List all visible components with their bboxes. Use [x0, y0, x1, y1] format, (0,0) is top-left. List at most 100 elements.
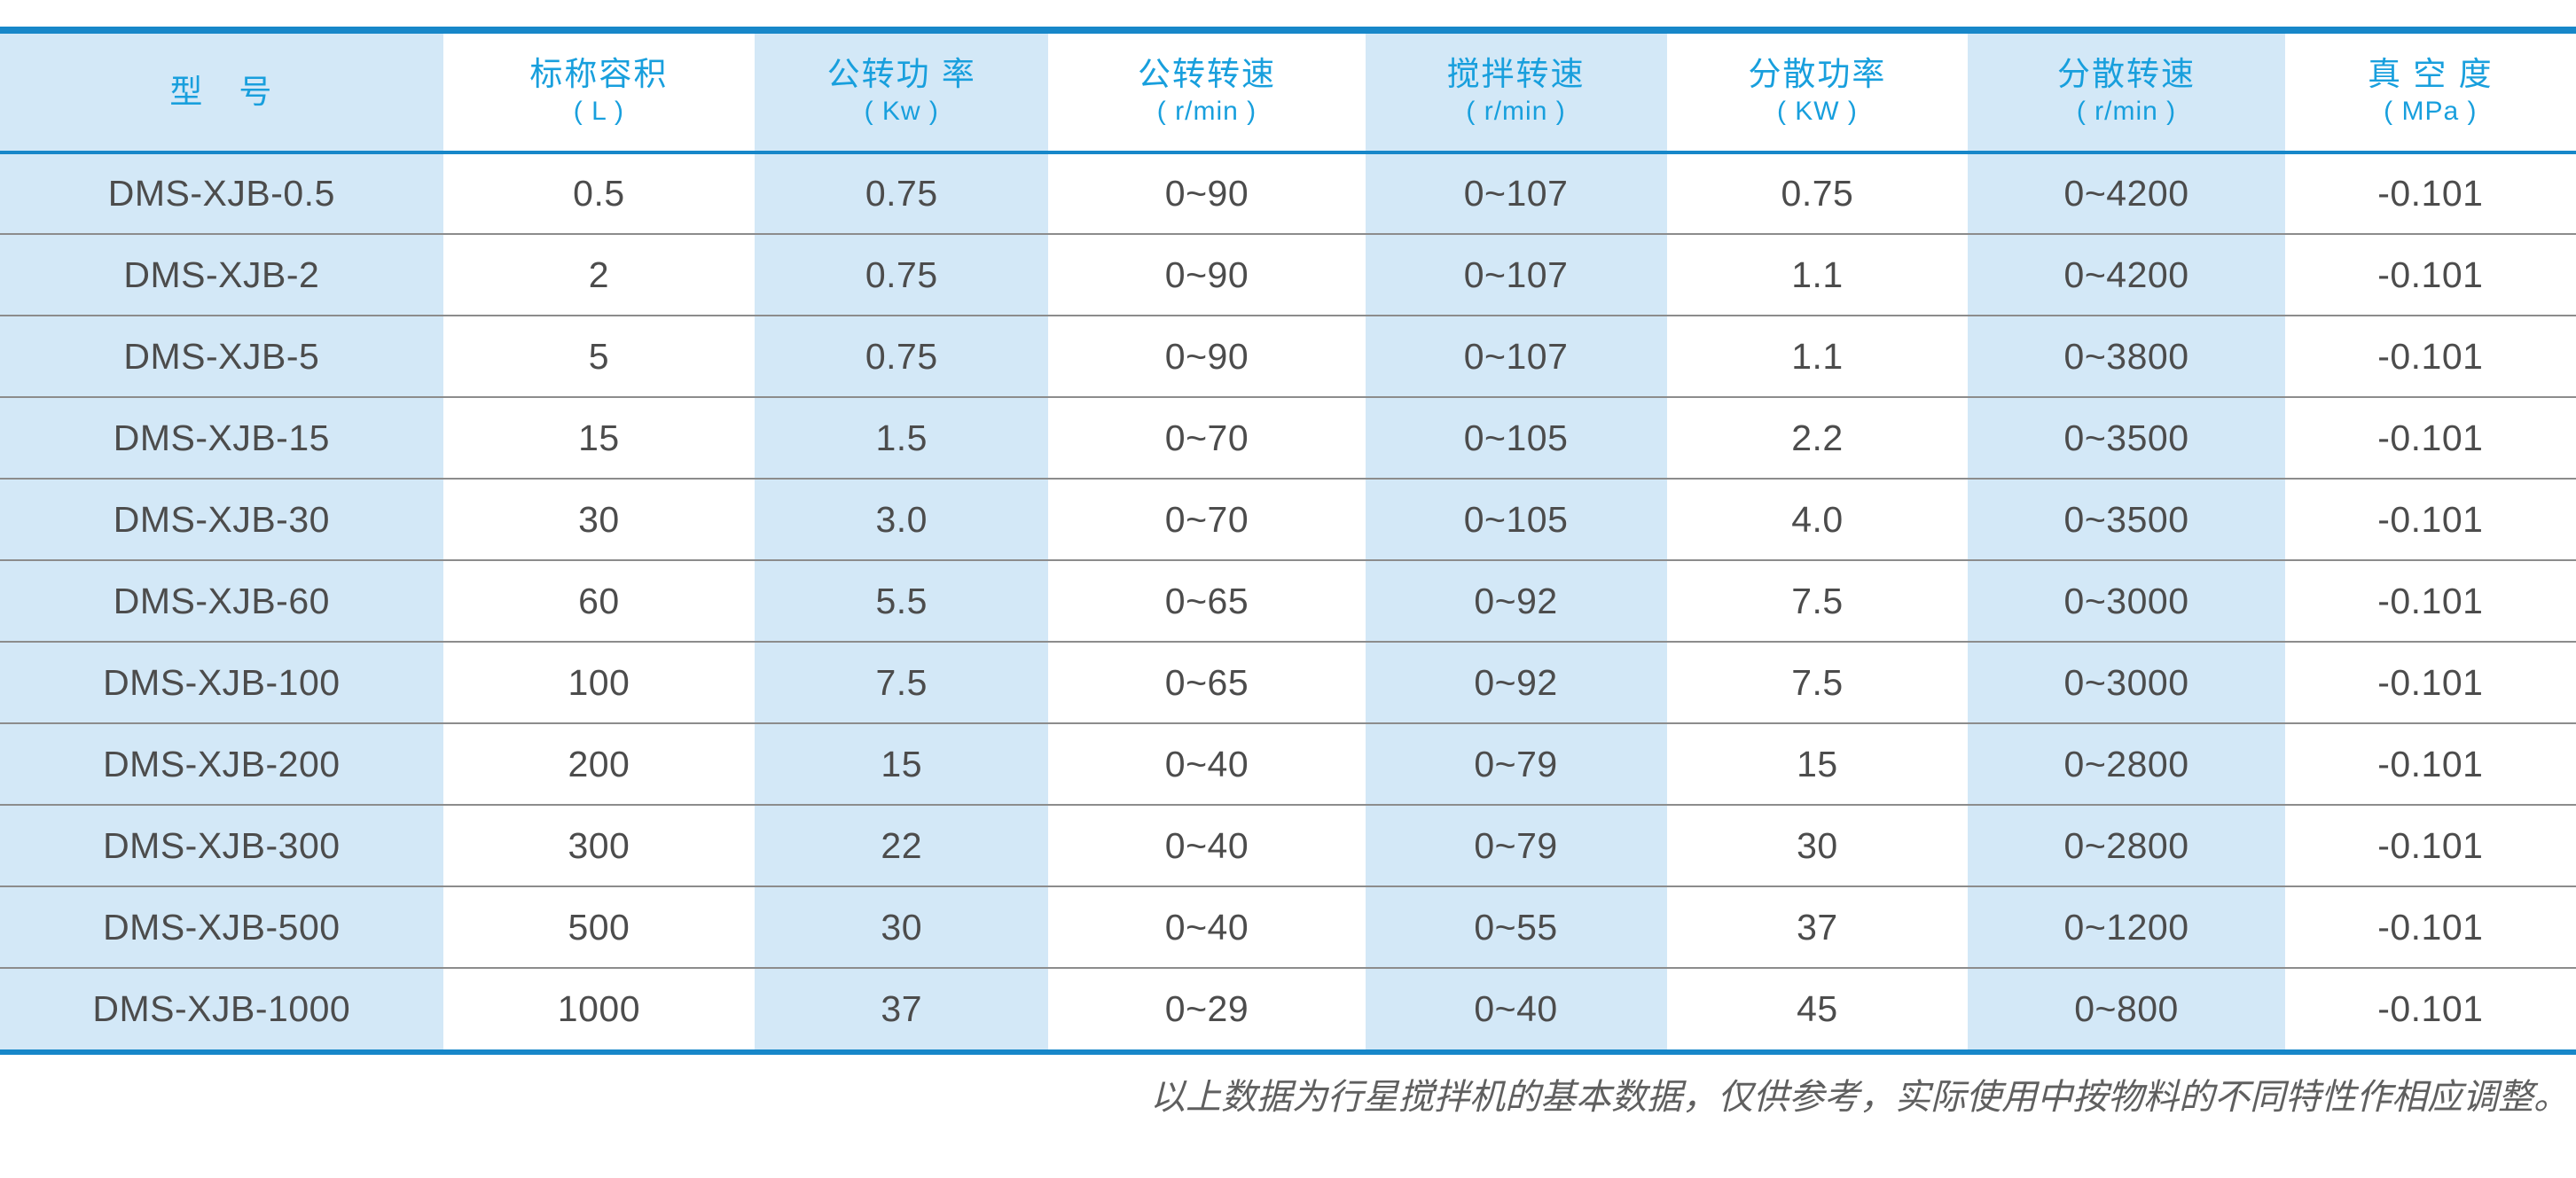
value-cell: 7.5 [1666, 560, 1969, 643]
value-cell: 0.75 [755, 152, 1049, 235]
value-cell: 0~55 [1365, 886, 1667, 969]
value-cell: -0.101 [2284, 886, 2576, 969]
table-header: 型 号标称容积( L ) 公转功 率( Kw ) 公转转速( r/min ) 搅拌转速… [0, 34, 2576, 154]
column-title: 标称容积 [529, 56, 669, 92]
value-cell: 0~107 [1365, 316, 1667, 398]
column-unit: ( MPa ) [2384, 97, 2478, 126]
table-row: DMS-XJB-200 200 15 0~40 0~79 15 0~2800 -0.101 [0, 723, 2576, 806]
model-cell: DMS-XJB-1000 [92, 988, 351, 1029]
value-cell: -0.101 [2284, 479, 2576, 561]
value-cell: 3.0 [755, 479, 1049, 561]
model-cell: DMS-XJB-0.5 [0, 152, 443, 235]
value-cell: 0~4200 [1968, 234, 2285, 316]
value-cell: 0.75 [755, 316, 1049, 398]
value-cell: 45 [1797, 988, 1838, 1029]
value-cell: 5 [442, 316, 756, 398]
column-header-0: 型 号 [0, 34, 443, 154]
value-cell: 0~800 [2074, 988, 2179, 1029]
value-cell: 0~90 [1048, 316, 1366, 398]
value-cell: 60 [442, 560, 756, 643]
value-cell: 0~2800 [1968, 805, 2285, 887]
value-cell: 30 [442, 479, 756, 561]
value-cell: -0.101 [2284, 397, 2576, 480]
value-cell: 0~90 [1048, 234, 1366, 316]
value-cell: 0~92 [1365, 642, 1667, 724]
model-cell: DMS-XJB-60 [0, 560, 443, 643]
column-header-7: 真 空 度 ( MPa ) [2284, 34, 2576, 154]
value-cell: 200 [442, 723, 756, 806]
model-cell: DMS-XJB-300 [0, 805, 443, 887]
column-unit: ( Kw ) [864, 97, 939, 126]
table-row: DMS-XJB-300 300 22 0~40 0~79 30 0~2800 -0.101 [0, 805, 2576, 887]
value-cell: 0~3500 [1968, 479, 2285, 561]
value-cell: 0~107 [1365, 152, 1667, 235]
value-cell: 0~70 [1048, 397, 1366, 480]
value-cell: 0~105 [1365, 397, 1667, 480]
column-title: 公转转速 [1137, 56, 1276, 92]
model-cell: DMS-XJB-15 [0, 397, 443, 480]
column-header-6: 分散转速 ( r/min ) [1968, 34, 2285, 154]
value-cell: 1.1 [1666, 316, 1969, 398]
column-header-4: 搅拌转速 ( r/min ) [1365, 34, 1667, 154]
table-row: DMS-XJB-60 60 5.5 0~65 0~92 7.5 0~3000 -0.101 [0, 560, 2576, 643]
column-unit: ( r/min ) [2076, 97, 2177, 126]
value-cell: 0~105 [1365, 479, 1667, 561]
value-cell: 22 [755, 805, 1049, 887]
table-row: DMS-XJB-500 500 30 0~40 0~55 37 0~1200 -0.101 [0, 886, 2576, 969]
model-cell: DMS-XJB-30 [0, 479, 443, 561]
value-cell: 4.0 [1666, 479, 1969, 561]
value-cell: -0.101 [2284, 316, 2576, 398]
value-cell: 37 [1666, 886, 1969, 969]
column-unit: ( L ) [573, 97, 625, 126]
value-cell: 0~3800 [1968, 316, 2285, 398]
model-cell: DMS-XJB-500 [0, 886, 443, 969]
column-header-2: 公转功 率 ( Kw ) [755, 34, 1049, 154]
value-cell: 300 [442, 805, 756, 887]
column-title: 公转功 率 [826, 56, 976, 92]
column-unit: ( r/min ) [1466, 97, 1566, 126]
value-cell: 2.2 [1666, 397, 1969, 480]
value-cell: 0.75 [1666, 152, 1969, 235]
spec-table-wrapper: 型 号标称容积( L ) 公转功 率( Kw ) 公转转速( r/min ) 搅拌转速… [0, 27, 2576, 1055]
value-cell: 0.5 [442, 152, 756, 235]
value-cell: 0~107 [1365, 234, 1667, 316]
table-row: DMS-XJB-2 2 0.75 0~90 0~107 1.1 0~4200 -0.101 [0, 234, 2576, 316]
table-row: DMS-XJB-15 15 1.5 0~70 0~105 2.2 0~3500 -0.101 [0, 397, 2576, 480]
value-cell: 0~2800 [1968, 723, 2285, 806]
value-cell: 5.5 [755, 560, 1049, 643]
value-cell: 1.1 [1666, 234, 1969, 316]
value-cell: 0~3000 [1968, 642, 2285, 724]
value-cell: -0.101 [2284, 805, 2576, 887]
value-cell: 30 [1666, 805, 1969, 887]
value-cell: 0~40 [1474, 988, 1558, 1029]
value-cell: -0.101 [2284, 560, 2576, 643]
model-cell: DMS-XJB-2 [0, 234, 443, 316]
table-row: DMS-XJB-30 30 3.0 0~70 0~105 4.0 0~3500 -0.101 [0, 479, 2576, 561]
model-cell: DMS-XJB-200 [0, 723, 443, 806]
column-header-5: 分散功率 ( KW ) [1666, 34, 1969, 154]
table-body: DMS-XJB-0.5 0.5 0.75 0~90 0~107 0.75 0~4200 -0.… [0, 152, 2576, 1049]
value-cell: 15 [442, 397, 756, 480]
column-header-3: 公转转速 ( r/min ) [1048, 34, 1366, 154]
value-cell: 0~3500 [1968, 397, 2285, 480]
column-title: 分散功率 [1748, 56, 1887, 92]
value-cell: 0~79 [1365, 805, 1667, 887]
table-row: DMS-XJB-5 5 0.75 0~90 0~107 1.1 0~3800 -0.101 [0, 316, 2576, 398]
table-row: DMS-XJB-0.5 0.5 0.75 0~90 0~107 0.75 0~4200 -0.… [0, 152, 2576, 235]
value-cell: -0.101 [2284, 723, 2576, 806]
model-cell: DMS-XJB-5 [0, 316, 443, 398]
column-title: 型 号 [169, 74, 274, 110]
value-cell: 0~40 [1048, 723, 1366, 806]
column-title: 真 空 度 [2368, 56, 2494, 92]
column-unit: ( r/min ) [1156, 97, 1257, 126]
value-cell: -0.101 [2377, 988, 2484, 1029]
value-cell: 7.5 [1666, 642, 1969, 724]
value-cell: 30 [755, 886, 1049, 969]
value-cell: 0~4200 [1968, 152, 2285, 235]
column-title: 分散转速 [2057, 56, 2196, 92]
value-cell: 0~40 [1048, 805, 1366, 887]
value-cell: 15 [755, 723, 1049, 806]
value-cell: 0~65 [1048, 560, 1366, 643]
value-cell: 0~1200 [1968, 886, 2285, 969]
footnote-text: 以上数据为行星搅拌机的基本数据，仅供参考，实际使用中按物料的不同特性作相应调整。 [1150, 1077, 2569, 1118]
